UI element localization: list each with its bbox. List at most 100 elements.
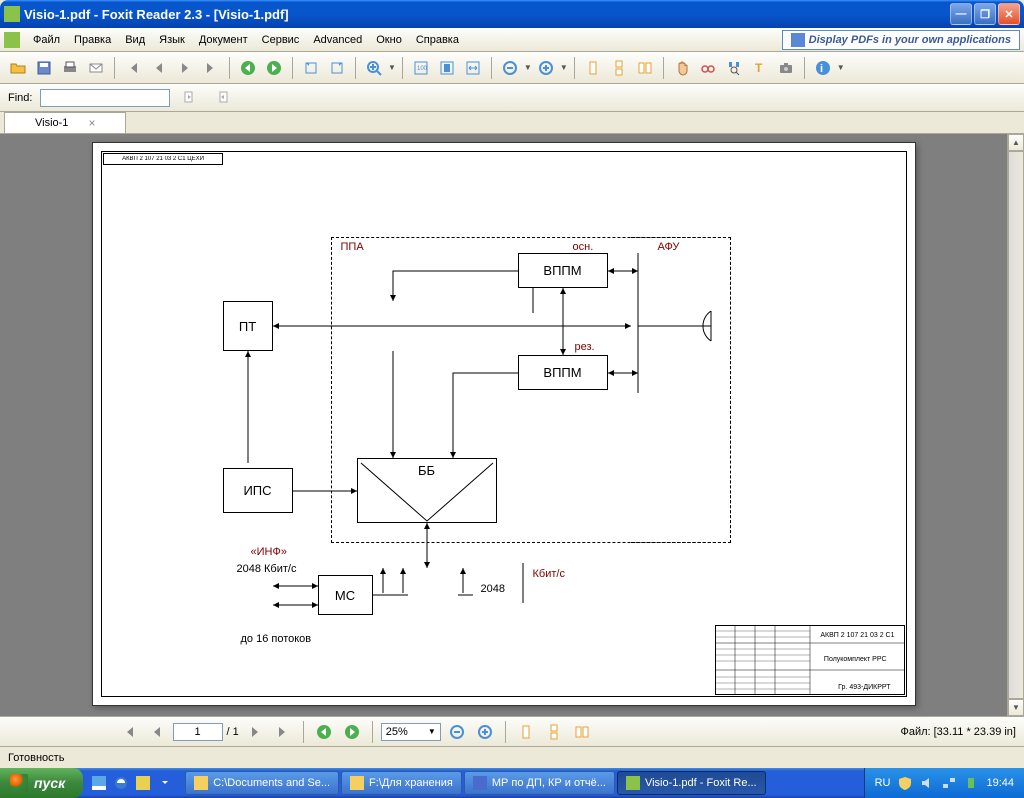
label-rate2-unit: Кбит/с [533, 568, 565, 580]
close-button[interactable]: ✕ [998, 3, 1020, 25]
header-code: АКВП 2 107 21 03 2 С1 ЦЕХИ [122, 156, 204, 162]
fit-width-button[interactable] [461, 56, 485, 80]
nav-next-button[interactable] [243, 720, 267, 744]
tray-volume-icon[interactable] [920, 776, 934, 790]
zoom-in-button[interactable] [362, 56, 386, 80]
glasses-button[interactable] [696, 56, 720, 80]
zoom-100-button[interactable]: 100 [409, 56, 433, 80]
task-button-1[interactable]: C:\Documents and Se... [185, 771, 339, 795]
snapshot-button[interactable] [774, 56, 798, 80]
continuous-button[interactable] [607, 56, 631, 80]
vertical-scrollbar[interactable]: ▲ ▼ [1007, 134, 1024, 716]
nav-prev-button[interactable] [145, 720, 169, 744]
ql-chevron-icon[interactable] [155, 772, 175, 794]
zoom-in-button-2[interactable] [473, 720, 497, 744]
foxit-icon [626, 776, 640, 790]
node-pt: ПТ [223, 301, 273, 351]
last-page-button[interactable] [199, 56, 223, 80]
single-page-button[interactable] [581, 56, 605, 80]
facing-button[interactable] [633, 56, 657, 80]
rotate-ccw-button[interactable] [299, 56, 323, 80]
nav-last-button[interactable] [271, 720, 295, 744]
document-viewport[interactable]: АКВП 2 107 21 03 2 С1 ЦЕХИ ППА осн. рез.… [0, 134, 1007, 716]
doc-icon [4, 32, 20, 48]
layout-single-button[interactable] [514, 720, 538, 744]
zoom-select[interactable]: 25%▼ [381, 723, 441, 741]
layout-continuous-button[interactable] [542, 720, 566, 744]
scroll-down-button[interactable]: ▼ [1008, 699, 1024, 716]
zoom-in-circle-button[interactable] [534, 56, 558, 80]
menu-edit[interactable]: Правка [67, 31, 118, 49]
maximize-button[interactable]: ❐ [974, 3, 996, 25]
label-ppa: ППА [341, 241, 364, 253]
prev-page-button[interactable] [147, 56, 171, 80]
menu-view[interactable]: Вид [118, 31, 152, 49]
ql-desktop-icon[interactable] [89, 772, 109, 794]
promo-banner[interactable]: Display PDFs in your own applications [782, 30, 1020, 50]
label-rez: рез. [575, 341, 595, 353]
task-button-4[interactable]: Visio-1.pdf - Foxit Re... [617, 771, 766, 795]
task-button-2[interactable]: F:\Для хранения [341, 771, 462, 795]
layout-facing-button[interactable] [570, 720, 594, 744]
status-bar: Готовность [0, 746, 1024, 768]
open-button[interactable] [6, 56, 30, 80]
titlebar: Visio-1.pdf - Foxit Reader 2.3 - [Visio-… [0, 0, 1024, 28]
quick-launch [83, 772, 181, 794]
hand-tool-button[interactable] [670, 56, 694, 80]
page-total: / 1 [227, 726, 239, 738]
menu-lang[interactable]: Язык [152, 31, 192, 49]
zoom-out-circle-button[interactable] [498, 56, 522, 80]
ql-ie-icon[interactable] [111, 772, 131, 794]
menu-window[interactable]: Окно [369, 31, 409, 49]
scroll-up-button[interactable]: ▲ [1008, 134, 1024, 151]
nav-back-button[interactable] [312, 720, 336, 744]
find-next-button[interactable] [210, 86, 234, 110]
menu-service[interactable]: Сервис [255, 31, 307, 49]
minimize-button[interactable]: — [950, 3, 972, 25]
node-mc: МС [318, 575, 373, 615]
next-page-button[interactable] [173, 56, 197, 80]
label-streams: до 16 потоков [241, 633, 312, 645]
node-vppm1: ВППМ [518, 253, 608, 288]
menu-advanced[interactable]: Advanced [306, 31, 369, 49]
ql-app-icon[interactable] [133, 772, 153, 794]
page-number-input[interactable] [173, 723, 223, 741]
node-vppm2: ВППМ [518, 355, 608, 390]
find-input[interactable] [40, 89, 170, 107]
menu-file[interactable]: Файл [26, 31, 67, 49]
start-button[interactable]: пуск [0, 768, 83, 798]
titleblock-group: Гр. 493-ДИКРРТ [838, 684, 890, 691]
fit-page-button[interactable] [435, 56, 459, 80]
first-page-button[interactable] [121, 56, 145, 80]
tab-close-button[interactable]: × [88, 116, 95, 130]
app-icon [4, 6, 20, 22]
rotate-cw-button[interactable] [325, 56, 349, 80]
tray-clock[interactable]: 19:44 [986, 777, 1014, 789]
tray-network-icon[interactable] [942, 776, 956, 790]
menu-help[interactable]: Справка [409, 31, 466, 49]
file-dimensions: Файл: [33.11 * 23.39 in] [900, 726, 1016, 738]
tray-shield-icon[interactable] [898, 776, 912, 790]
menu-document[interactable]: Документ [192, 31, 255, 49]
tab-strip: Visio-1 × [0, 112, 1024, 134]
menubar: Файл Правка Вид Язык Документ Сервис Adv… [0, 28, 1024, 52]
tab-label: Visio-1 [35, 117, 68, 129]
email-button[interactable] [84, 56, 108, 80]
tray-lang[interactable]: RU [875, 777, 891, 789]
scroll-thumb[interactable] [1008, 151, 1024, 699]
node-ips: ИПС [223, 468, 293, 513]
print-button[interactable] [58, 56, 82, 80]
nav-forward-button[interactable] [340, 720, 364, 744]
document-tab[interactable]: Visio-1 × [4, 112, 126, 133]
find-prev-button[interactable] [178, 86, 202, 110]
nav-first-button[interactable] [117, 720, 141, 744]
forward-button[interactable] [262, 56, 286, 80]
zoom-out-button[interactable] [445, 720, 469, 744]
search-button[interactable] [722, 56, 746, 80]
task-button-3[interactable]: МР по ДП, КР и отчё... [464, 771, 615, 795]
help-button[interactable]: i [811, 56, 835, 80]
back-button[interactable] [236, 56, 260, 80]
tray-usb-icon[interactable] [964, 776, 978, 790]
save-button[interactable] [32, 56, 56, 80]
text-select-button[interactable]: T [748, 56, 772, 80]
